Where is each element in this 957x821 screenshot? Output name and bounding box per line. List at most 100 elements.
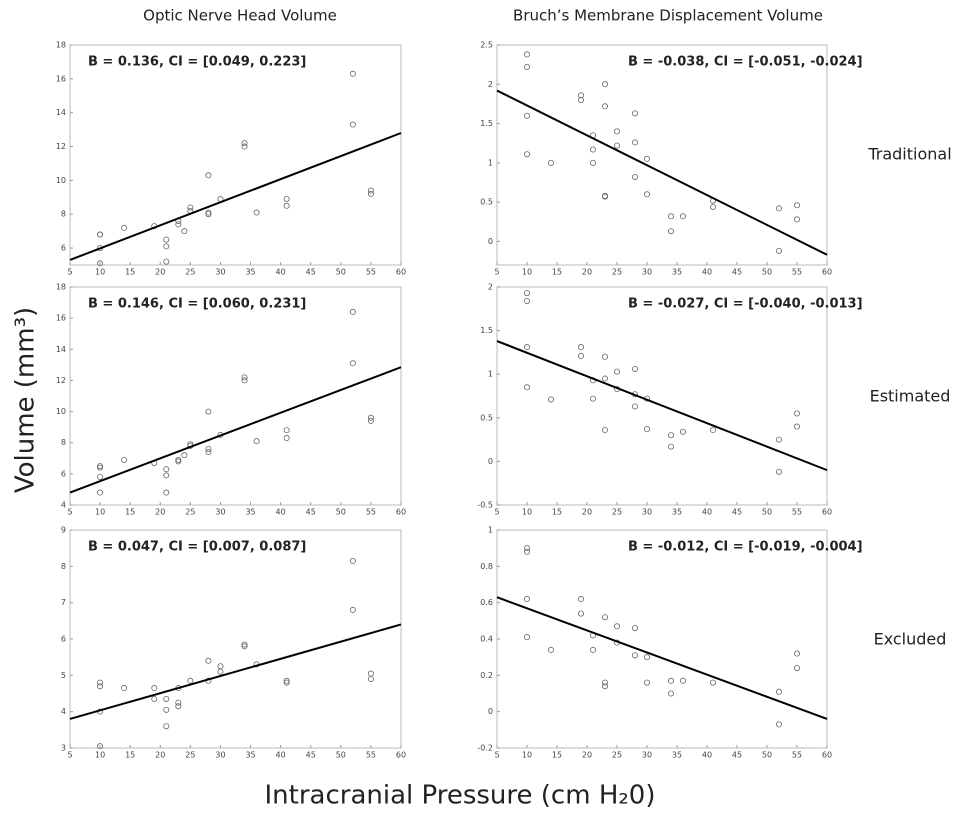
data-point <box>578 596 585 603</box>
x-tick-label: 45 <box>732 508 742 517</box>
x-tick-label: 45 <box>732 268 742 277</box>
y-tick-label: 7 <box>61 598 66 607</box>
data-point <box>668 228 675 235</box>
data-point <box>121 685 128 692</box>
data-point <box>590 395 597 402</box>
regression-line <box>69 623 402 720</box>
data-point <box>644 654 651 661</box>
data-point <box>151 685 158 692</box>
data-point <box>548 646 555 653</box>
x-tick-label: 40 <box>702 268 712 277</box>
data-point <box>614 623 621 630</box>
annotation: B = -0.038, CI = [-0.051, -0.024] <box>628 55 863 70</box>
data-point <box>163 695 170 702</box>
y-tick-label: 16 <box>56 314 66 323</box>
x-tick-label: 40 <box>276 508 286 517</box>
data-point <box>241 643 248 650</box>
data-point <box>349 121 356 128</box>
y-tick-label: 1.5 <box>480 326 493 335</box>
x-tick-label: 20 <box>582 268 592 277</box>
x-tick-label: 40 <box>276 751 286 760</box>
data-point <box>680 428 687 435</box>
x-tick-label: 30 <box>642 268 652 277</box>
data-point <box>97 260 104 267</box>
data-point <box>241 377 248 384</box>
data-point <box>776 468 783 475</box>
x-tick-label: 45 <box>732 751 742 760</box>
x-tick-label: 10 <box>95 751 105 760</box>
data-point <box>349 557 356 564</box>
data-point <box>614 128 621 135</box>
y-tick-label: 0 <box>488 237 493 246</box>
y-tick-label: 0.2 <box>480 671 493 680</box>
x-tick-label: 20 <box>582 508 592 517</box>
x-tick-label: 5 <box>494 268 499 277</box>
y-tick-label: 1 <box>488 370 493 379</box>
data-point <box>283 195 290 202</box>
y-tick-label: 0.4 <box>480 635 493 644</box>
data-point <box>794 650 801 657</box>
data-point <box>614 368 621 375</box>
x-tick-label: 10 <box>95 268 105 277</box>
y-tick-label: 10 <box>56 407 66 416</box>
annotation: B = -0.012, CI = [-0.019, -0.004] <box>628 540 863 555</box>
data-point <box>632 365 639 372</box>
data-point <box>283 435 290 442</box>
data-point <box>97 463 104 470</box>
data-point <box>710 427 717 434</box>
x-tick-label: 60 <box>822 268 832 277</box>
data-point <box>349 308 356 315</box>
y-tick-label: 2 <box>488 80 493 89</box>
data-point <box>602 103 609 110</box>
y-tick-label: 9 <box>61 526 66 535</box>
data-point <box>187 204 194 211</box>
data-point <box>241 641 248 648</box>
regression-line <box>496 89 828 256</box>
x-tick-label: 35 <box>245 268 255 277</box>
data-point <box>97 464 104 471</box>
x-tick-label: 20 <box>582 751 592 760</box>
data-point <box>367 670 374 677</box>
y-tick-label: 2.5 <box>480 41 493 50</box>
x-tick-label: 40 <box>702 508 712 517</box>
data-point <box>680 213 687 220</box>
x-tick-label: 5 <box>67 508 72 517</box>
data-point <box>602 81 609 88</box>
regression-line <box>496 340 828 472</box>
data-point <box>668 432 675 439</box>
data-point <box>524 297 531 304</box>
y-tick-label: 8 <box>61 438 66 447</box>
plot-frame <box>496 529 828 749</box>
x-tick-label: 10 <box>522 508 532 517</box>
data-point <box>524 290 531 297</box>
data-point <box>205 211 212 218</box>
y-tick-label: 8 <box>61 210 66 219</box>
data-point <box>524 384 531 391</box>
x-tick-label: 30 <box>215 508 225 517</box>
x-tick-label: 10 <box>95 508 105 517</box>
data-point <box>590 646 597 653</box>
x-tick-label: 35 <box>245 751 255 760</box>
x-tick-label: 25 <box>185 508 195 517</box>
x-tick-label: 45 <box>306 268 316 277</box>
data-point <box>668 690 675 697</box>
data-point <box>163 243 170 250</box>
x-axis-label: Intracranial Pressure (cm H₂0) <box>265 781 656 811</box>
data-point <box>524 545 531 552</box>
y-tick-label: 6 <box>61 244 66 253</box>
x-tick-label: 20 <box>155 268 165 277</box>
data-point <box>644 155 651 162</box>
y-tick-label: 14 <box>56 108 66 117</box>
data-point <box>181 452 188 459</box>
data-point <box>578 97 585 104</box>
data-point <box>776 436 783 443</box>
data-point <box>524 548 531 555</box>
data-point <box>163 472 170 479</box>
data-point <box>367 187 374 194</box>
data-point <box>205 445 212 452</box>
data-point <box>121 224 128 231</box>
data-point <box>794 665 801 672</box>
data-point <box>97 473 104 480</box>
plot-frame <box>496 286 828 506</box>
